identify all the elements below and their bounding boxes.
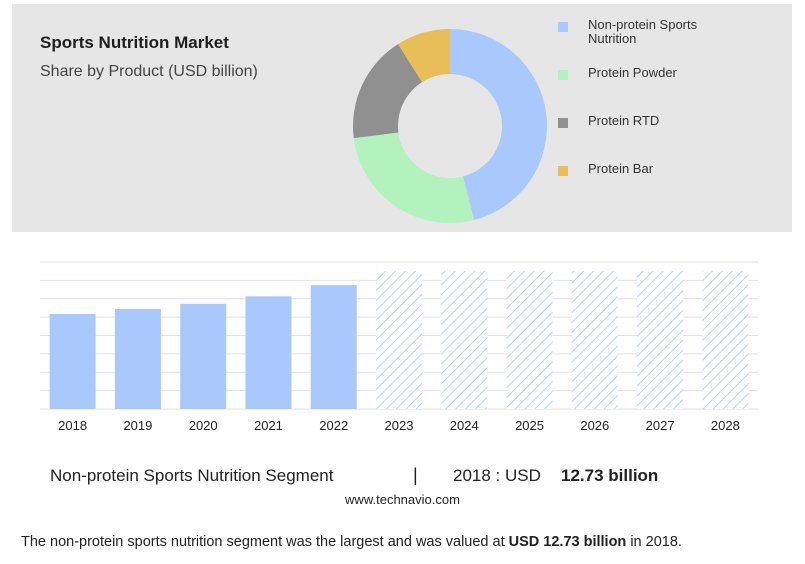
bar — [49, 314, 96, 409]
donut-slice-protein-bar — [398, 29, 450, 83]
legend-swatch — [558, 22, 568, 32]
legend-swatch — [558, 70, 568, 80]
x-tick-label: 2019 — [123, 418, 152, 433]
chart-title: Sports Nutrition Market — [40, 33, 229, 52]
legend-swatch — [558, 118, 568, 128]
source-link[interactable]: www.technavio.com — [345, 492, 460, 507]
forecast-bar — [441, 270, 488, 409]
segment-year: 2018 : USD — [453, 466, 541, 485]
forecast-bar — [702, 270, 749, 409]
legend-swatch — [558, 166, 568, 176]
caption-text-end: in 2018. — [626, 534, 682, 550]
chart-subtitle: Share by Product (USD billion) — [40, 63, 258, 80]
forecast-bar — [376, 270, 422, 409]
bar-chart: 2018 2019 2020 2021 2022 2023 2024 2025 2026 2027… — [40, 261, 758, 433]
x-tick-label: 2021 — [254, 418, 283, 433]
bar — [310, 285, 357, 409]
forecast-bar — [571, 270, 618, 409]
bar — [180, 303, 227, 409]
legend-item: Protein Powder — [558, 66, 738, 80]
forecast-bar — [637, 270, 684, 409]
x-tick-label: 2024 — [450, 418, 479, 433]
bar — [245, 296, 292, 409]
legend-item: Protein RTD — [558, 114, 738, 128]
caption: The non-protein sports nutrition segment… — [21, 534, 682, 550]
legend-label: Non-protein Sports Nutrition — [588, 17, 698, 46]
legend-item: Protein Bar — [558, 162, 738, 176]
bar — [114, 309, 161, 409]
x-tick-label: 2027 — [646, 418, 675, 433]
donut-chart — [353, 29, 547, 223]
segment-separator: | — [413, 465, 418, 485]
legend-label: Protein Powder — [588, 65, 677, 80]
x-tick-label: 2026 — [580, 418, 609, 433]
x-tick-label: 2022 — [319, 418, 348, 433]
segment-value: 12.73 billion — [561, 466, 659, 485]
segment-summary: Non-protein Sports Nutrition Segment | 2… — [50, 465, 750, 490]
forecast-bar — [506, 270, 553, 409]
x-tick-label: 2025 — [515, 418, 544, 433]
segment-name: Non-protein Sports Nutrition Segment — [50, 466, 334, 485]
donut-slice-non-protein-sports-nutrition — [450, 29, 547, 220]
x-tick-label: 2023 — [385, 418, 414, 433]
legend-label: Protein Bar — [588, 161, 654, 176]
donut-slice-protein-powder — [353, 132, 475, 223]
x-tick-label: 2028 — [711, 418, 740, 433]
legend-label: Protein RTD — [588, 113, 660, 128]
x-tick-label: 2020 — [189, 418, 218, 433]
donut-slice-protein-rtd — [353, 44, 423, 139]
legend-item: Non-protein Sports Nutrition — [558, 18, 738, 46]
caption-highlight: USD 12.73 billion — [508, 534, 627, 550]
x-tick-label: 2018 — [58, 418, 87, 433]
caption-text: The non-protein sports nutrition segment… — [21, 534, 509, 550]
